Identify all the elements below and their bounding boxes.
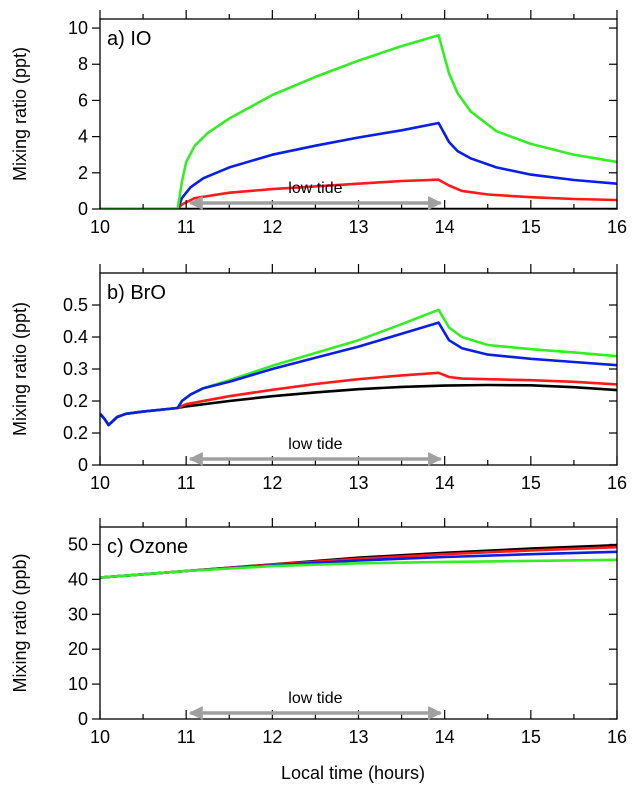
y-tick-label: 0 (78, 709, 88, 729)
y-tick-label: 0.4 (63, 327, 88, 347)
series-line-green (100, 34, 617, 209)
x-tick-label: 11 (177, 473, 196, 493)
series-group (100, 543, 617, 579)
y-tick-label: 10 (68, 18, 88, 38)
x-tick-label: 13 (348, 473, 368, 493)
series-group (100, 308, 617, 427)
x-tick-label: 14 (435, 473, 455, 493)
x-tick-label: 12 (262, 473, 282, 493)
y-tick-label: 8 (78, 54, 88, 74)
x-tick-label: 11 (177, 727, 196, 747)
series-line-blue (100, 121, 617, 209)
y-tick-label: 4 (78, 127, 88, 147)
panel-1: 10 11 12 13 14 15 16 0 2 4 6 8 10 Mixing ratio (ppt) a… (10, 10, 627, 237)
y-tick-label: 50 (68, 534, 88, 554)
y-axis-title: Mixing ratio (ppb) (10, 553, 30, 692)
x-tick-label: 10 (90, 473, 110, 493)
panel-label: a) IO (107, 28, 151, 50)
y-tick-label: 0.2 (63, 391, 88, 411)
panel-2: 10 11 12 13 14 15 16 0 0.2 0.2 0.3 0.4 0.5 Mixing rat… (10, 264, 627, 493)
y-tick-label: 0.2 (63, 423, 88, 443)
y-axis-title: Mixing ratio (ppt) (10, 302, 30, 436)
y-tick-label: 20 (68, 639, 88, 659)
panel-label: c) Ozone (107, 536, 188, 558)
series-group (100, 34, 617, 209)
x-tick-label: 13 (348, 217, 368, 237)
plot-frame (99, 18, 618, 210)
x-tick-label: 14 (435, 727, 455, 747)
x-tick-label: 15 (521, 473, 541, 493)
series-line-blue (100, 321, 617, 427)
series-line-red (100, 371, 617, 427)
y-tick-label: 6 (78, 90, 88, 110)
low-tide-label: low tide (288, 180, 342, 197)
series-line-black (100, 383, 617, 427)
x-tick-label: 16 (607, 727, 627, 747)
x-tick-label: 13 (348, 727, 368, 747)
y-axis-title: Mixing ratio (ppt) (10, 47, 30, 181)
y-tick-label: 40 (68, 569, 88, 589)
x-tick-label: 15 (521, 217, 541, 237)
x-tick-label: 10 (90, 217, 110, 237)
y-tick-label: 0 (78, 455, 88, 475)
x-tick-label: 10 (90, 727, 110, 747)
x-tick-label: 14 (435, 217, 455, 237)
low-tide-label: low tide (288, 690, 342, 707)
y-tick-label: 0 (78, 199, 88, 219)
x-tick-label: 12 (262, 217, 282, 237)
plot-frame (99, 272, 618, 466)
y-tick-label: 0.5 (63, 295, 88, 315)
low-tide-label: low tide (288, 436, 342, 453)
y-tick-label: 2 (78, 163, 88, 183)
panel-label: b) BrO (107, 282, 166, 304)
y-tick-label: 0.3 (63, 359, 88, 379)
series-line-red (100, 178, 617, 209)
x-tick-label: 11 (177, 217, 196, 237)
x-tick-label: 16 (607, 217, 627, 237)
y-tick-label: 30 (68, 604, 88, 624)
x-axis-title: Local time (hours) (281, 763, 425, 783)
series-line-green (100, 558, 617, 579)
y-tick-label: 10 (68, 674, 88, 694)
x-tick-label: 16 (607, 473, 627, 493)
x-tick-label: 12 (262, 727, 282, 747)
x-tick-label: 15 (521, 727, 541, 747)
